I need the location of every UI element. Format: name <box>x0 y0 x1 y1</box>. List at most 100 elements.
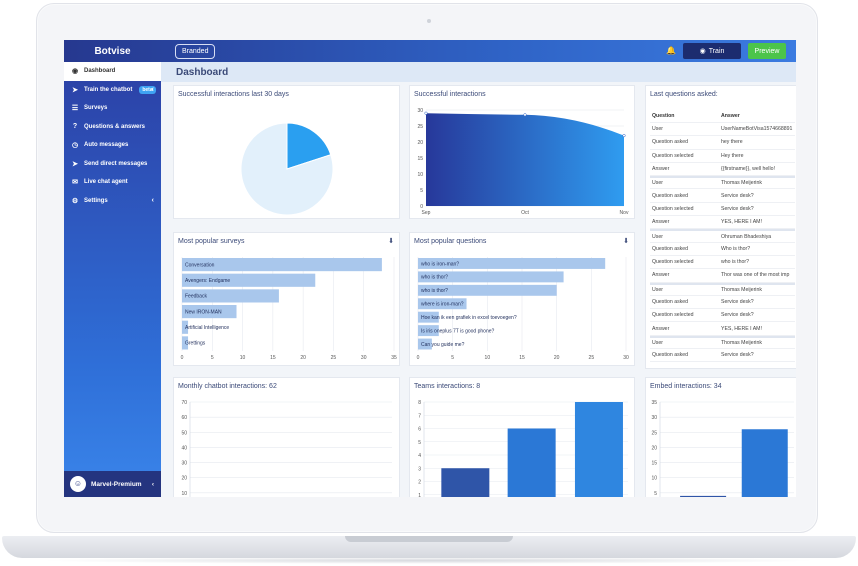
bar <box>574 402 623 497</box>
laptop-shadow <box>40 557 818 564</box>
x-tick-label: 5 <box>211 355 214 361</box>
y-tick-label: 10 <box>651 476 657 482</box>
send-icon: ➤ <box>72 160 78 168</box>
pie-card: Successful interactions last 30 days <box>173 85 400 219</box>
surveys-card: Most popular surveys ⬇ 0 5 10 15 20 25 30 35 Con… <box>173 232 400 366</box>
x-tick-label: 25 <box>589 355 595 361</box>
sidebar-item-train[interactable]: ➤ Train the chatbot beta ‹ <box>64 81 161 100</box>
bar <box>680 495 727 497</box>
y-tick-label: 35 <box>651 400 657 406</box>
table-cell: Question asked <box>652 139 689 146</box>
card-title: Successful interactions <box>414 91 486 98</box>
area-series <box>426 113 624 206</box>
bar <box>418 338 432 350</box>
x-tick-label: 30 <box>361 355 367 361</box>
y-tick-label: 10 <box>417 172 423 178</box>
table-cell: {{firstname}}, well hello! <box>721 166 775 173</box>
area-card: Successful interactions 0 5 10 15 20 25 30 Sep O… <box>409 85 635 219</box>
bar-label: Avengers: Endgame <box>185 278 230 284</box>
download-icon[interactable]: ⬇ <box>388 238 394 245</box>
card-title: Embed interactions: 34 <box>650 383 722 390</box>
table-row: Question selected Hey there <box>650 150 795 163</box>
table-cell: Service desk? <box>721 205 754 212</box>
bar-label: Artificial Intelligence <box>185 325 229 331</box>
table-row: Question asked Service desk? <box>650 349 795 363</box>
y-tick-label: 10 <box>181 491 187 497</box>
bar-label: Feedback <box>185 294 207 300</box>
chat-icon: ✉ <box>72 179 78 187</box>
table-header: Question Answer <box>650 109 795 123</box>
sidebar-item-live-chat[interactable]: ✉ Live chat agent <box>64 173 161 192</box>
table-row: Question asked Who is thor? <box>650 243 795 256</box>
train-button[interactable]: ◉ Train <box>683 43 741 59</box>
preview-button[interactable]: Preview <box>748 43 786 59</box>
sidebar-item-auto-messages[interactable]: ◷ Auto messages <box>64 136 161 155</box>
table-cell: Question asked <box>652 352 689 359</box>
y-tick-label: 5 <box>654 491 657 497</box>
table-cell: Question selected <box>652 205 694 212</box>
monthly-bar-chart: 10 20 30 40 50 60 70 <box>181 400 392 497</box>
embed-card: Embed interactions: 34 5 10 15 20 25 30 35 <box>645 377 796 497</box>
table-row: Answer Thor was one of the most imp <box>650 269 795 283</box>
bar <box>418 298 467 310</box>
x-tick-label: Oct <box>521 210 529 216</box>
pie-slice <box>286 122 332 170</box>
y-tick-label: 0 <box>420 204 423 210</box>
download-icon[interactable]: ⬇ <box>623 238 629 245</box>
x-tick-label: 35 <box>391 355 397 361</box>
page-title: Dashboard <box>161 62 796 82</box>
laptop-base <box>2 536 856 558</box>
table-cell: User <box>652 180 663 187</box>
y-tick-label: 50 <box>181 430 187 436</box>
dashboard-icon: ◉ <box>71 68 79 76</box>
table-cell: Service desk? <box>721 192 754 199</box>
table-cell: Question selected <box>652 312 694 319</box>
sidebar-item-dashboard[interactable]: ◉ Dashboard <box>64 62 161 81</box>
bar-label: who is iron-man? <box>421 261 459 267</box>
y-tick-label: 15 <box>417 156 423 162</box>
x-tick-label: 0 <box>417 355 420 361</box>
chevron-left-icon: ‹ <box>151 480 154 488</box>
card-title: Teams interactions: 8 <box>414 383 481 390</box>
card-title: Successful interactions last 30 days <box>178 91 289 98</box>
table-cell: Service desk? <box>721 299 754 305</box>
table-row: Answer {{firstname}}, well hello! <box>650 163 795 177</box>
table-cell: Question selected <box>652 259 694 266</box>
table-row: User Thomas Meijerink <box>650 282 795 296</box>
bar <box>182 336 189 350</box>
bar-label: who is thor? <box>421 275 448 281</box>
account-name: Marvel-Premium <box>91 480 142 488</box>
table-row: User Ohruman Bhadeshiya <box>650 229 795 243</box>
sidebar-item-label: Train the chatbot <box>84 86 133 93</box>
teams-bar-chart: 1 2 3 4 5 6 7 8 <box>418 400 628 497</box>
x-tick-label: 5 <box>451 355 454 361</box>
y-tick-label: 8 <box>418 400 421 406</box>
question-icon: ? <box>72 123 78 131</box>
bar <box>441 468 490 497</box>
bar <box>418 284 557 296</box>
data-point <box>622 134 626 138</box>
account-switcher[interactable]: ☺ Marvel-Premium ‹ <box>64 471 161 497</box>
sidebar-item-qa[interactable]: ? Questions & answers <box>64 118 161 137</box>
table-cell: User <box>652 233 663 240</box>
x-tick-label: 15 <box>519 355 525 361</box>
sidebar-item-label: Send direct messages <box>84 160 148 167</box>
questions-bar-chart: 0 5 10 15 20 25 30 who is iron-man? who is thor?… <box>417 257 629 361</box>
y-tick-label: 5 <box>418 440 421 446</box>
x-tick-label: 30 <box>623 355 629 361</box>
branded-button[interactable]: Branded <box>175 43 216 59</box>
sidebar-item-surveys[interactable]: ☰ Surveys <box>64 99 161 118</box>
avatar: ☺ <box>70 476 86 492</box>
table-cell: Question asked <box>652 245 689 252</box>
table-row: Answer YES, HERE I AM! <box>650 322 795 336</box>
x-tick-label: 10 <box>485 355 491 361</box>
top-bar: Botvise Branded 🔔 ◉ Train Preview <box>64 40 796 62</box>
bell-icon[interactable]: 🔔 <box>666 46 676 55</box>
last-questions-table: Question Answer User UserNameBotVisa1574668… <box>650 109 795 363</box>
x-tick-label: 15 <box>270 355 276 361</box>
bar <box>182 273 316 287</box>
bar <box>182 289 279 303</box>
sidebar-item-send-direct[interactable]: ➤ Send direct messages <box>64 155 161 174</box>
rocket-icon: ➤ <box>72 86 78 94</box>
sidebar-item-settings[interactable]: ⚙ Settings ‹ <box>64 192 161 211</box>
